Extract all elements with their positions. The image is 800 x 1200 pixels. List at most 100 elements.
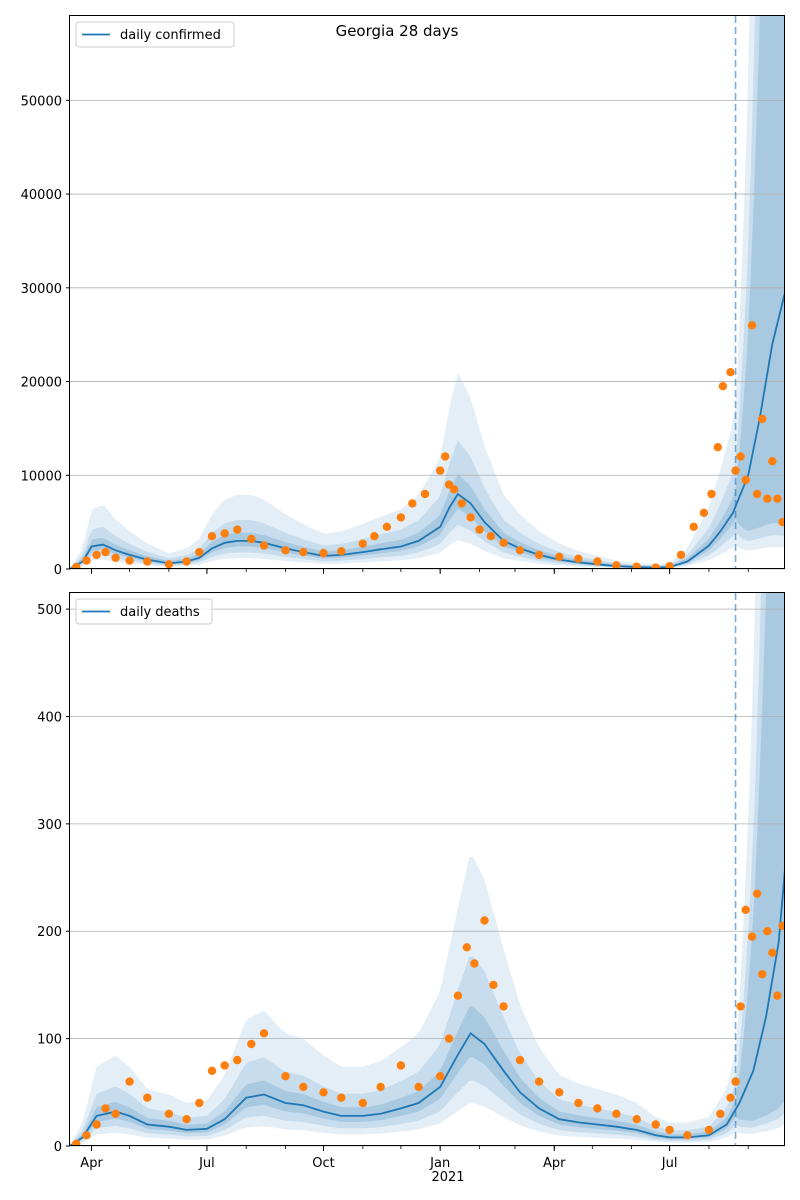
confirmed-point <box>515 546 525 555</box>
confirmed-point <box>689 522 698 531</box>
confirmed-point <box>247 534 256 544</box>
confirmed-point <box>358 539 367 548</box>
confirmed-point <box>534 550 544 560</box>
deaths-point <box>259 1029 269 1038</box>
confirmed-point <box>466 513 475 522</box>
confirmed-y-tick-label: 40000 <box>21 188 62 203</box>
x-tick-label: Apr <box>543 1156 566 1171</box>
deaths-point <box>752 889 762 898</box>
confirmed-axes-frame <box>69 15 785 569</box>
deaths-y-tick-label: 400 <box>37 710 62 725</box>
deaths-point <box>632 1115 641 1124</box>
confirmed-point <box>436 466 445 475</box>
confirmed-point <box>676 550 686 560</box>
confirmed-point <box>396 513 406 522</box>
confirmed-legend-label: daily confirmed <box>120 28 221 43</box>
confirmed-point <box>233 525 242 534</box>
deaths-point <box>207 1066 217 1076</box>
confirmed-point <box>337 547 346 556</box>
chart-title: Georgia 28 days <box>336 22 459 40</box>
x-tick-label: Jan <box>429 1156 450 1171</box>
confirmed-y-tick-label: 0 <box>54 563 62 578</box>
confirmed-panel: 0 10000 20000 30000 40000 50000 daily confirm… <box>21 15 785 578</box>
x-tick-label: Oct <box>312 1156 334 1171</box>
confirmed-x-axis-ticks <box>91 569 749 574</box>
deaths-point <box>499 1002 508 1011</box>
deaths-y-tick-label: 300 <box>37 818 62 833</box>
deaths-point <box>736 1002 745 1011</box>
deaths-legend-label: daily deaths <box>120 605 200 620</box>
deaths-point <box>612 1109 621 1119</box>
confirmed-point <box>651 563 660 569</box>
confirmed-point <box>449 485 459 494</box>
deaths-point <box>281 1072 290 1081</box>
deaths-point <box>82 1131 91 1140</box>
deaths-point <box>453 991 463 1000</box>
deaths-y-tick-label: 500 <box>37 603 62 618</box>
confirmed-point <box>125 556 134 565</box>
confirmed-point <box>441 452 450 461</box>
deaths-point <box>741 905 750 914</box>
deaths-panel: 0 100 200 300 400 500 Apr Jul Oct Jan Apr Jul dail… <box>37 592 785 1185</box>
deaths-point <box>758 970 767 979</box>
confirmed-legend: daily confirmed <box>75 21 235 48</box>
confirmed-point <box>475 525 484 534</box>
confirmed-point <box>758 414 767 424</box>
deaths-x-axis-ticks: Apr Jul Oct Jan Apr Jul <box>80 1146 749 1171</box>
deaths-point <box>195 1098 204 1108</box>
deaths-axes-frame <box>69 592 785 1146</box>
confirmed-point <box>457 499 466 508</box>
confirmed-observed-points <box>72 321 785 569</box>
deaths-point <box>376 1082 385 1092</box>
confirmed-point <box>319 548 328 558</box>
confirmed-point <box>747 321 757 330</box>
confirmed-point <box>182 557 191 566</box>
confirmed-point <box>612 561 621 569</box>
deaths-point <box>534 1077 544 1086</box>
deaths-point <box>768 948 777 957</box>
deaths-point <box>92 1120 101 1129</box>
deaths-point <box>358 1098 367 1108</box>
confirmed-band-0 <box>70 16 785 569</box>
deaths-point <box>182 1115 191 1124</box>
confirmed-point <box>736 452 745 461</box>
deaths-point <box>462 943 471 952</box>
deaths-point <box>299 1082 308 1092</box>
deaths-point <box>515 1055 525 1065</box>
confirmed-point <box>408 499 417 508</box>
confirmed-y-tick-label: 20000 <box>21 376 62 391</box>
confirmed-point <box>382 522 392 531</box>
deaths-legend-box <box>75 598 213 625</box>
deaths-uncertainty-bands <box>70 593 785 1146</box>
deaths-point <box>574 1098 583 1108</box>
confirmed-point <box>718 382 728 391</box>
deaths-y-tick-label: 200 <box>37 925 62 940</box>
confirmed-point <box>778 517 785 527</box>
deaths-point <box>101 1104 110 1113</box>
confirmed-point <box>370 532 379 541</box>
deaths-point <box>763 927 772 936</box>
confirmed-point <box>713 443 722 452</box>
deaths-point <box>233 1055 242 1065</box>
confirmed-point <box>92 550 101 560</box>
confirmed-point <box>164 560 174 569</box>
deaths-point <box>444 1034 454 1043</box>
confirmed-point <box>207 532 217 541</box>
confirmed-point <box>726 368 735 377</box>
deaths-point <box>726 1093 735 1102</box>
deaths-point <box>220 1061 229 1070</box>
deaths-point <box>72 1139 81 1146</box>
confirmed-series-line <box>70 292 785 569</box>
confirmed-point <box>259 541 269 550</box>
confirmed-line <box>70 292 785 569</box>
confirmed-y-axis-ticks: 0 10000 20000 30000 40000 50000 <box>21 94 70 578</box>
confirmed-point <box>665 562 674 569</box>
deaths-point <box>164 1109 174 1119</box>
confirmed-point <box>420 489 430 499</box>
deaths-point <box>125 1077 134 1086</box>
confirmed-point <box>72 562 81 569</box>
confirmed-point <box>499 538 508 547</box>
deaths-point <box>247 1039 256 1049</box>
deaths-y-tick-label: 0 <box>54 1140 62 1155</box>
